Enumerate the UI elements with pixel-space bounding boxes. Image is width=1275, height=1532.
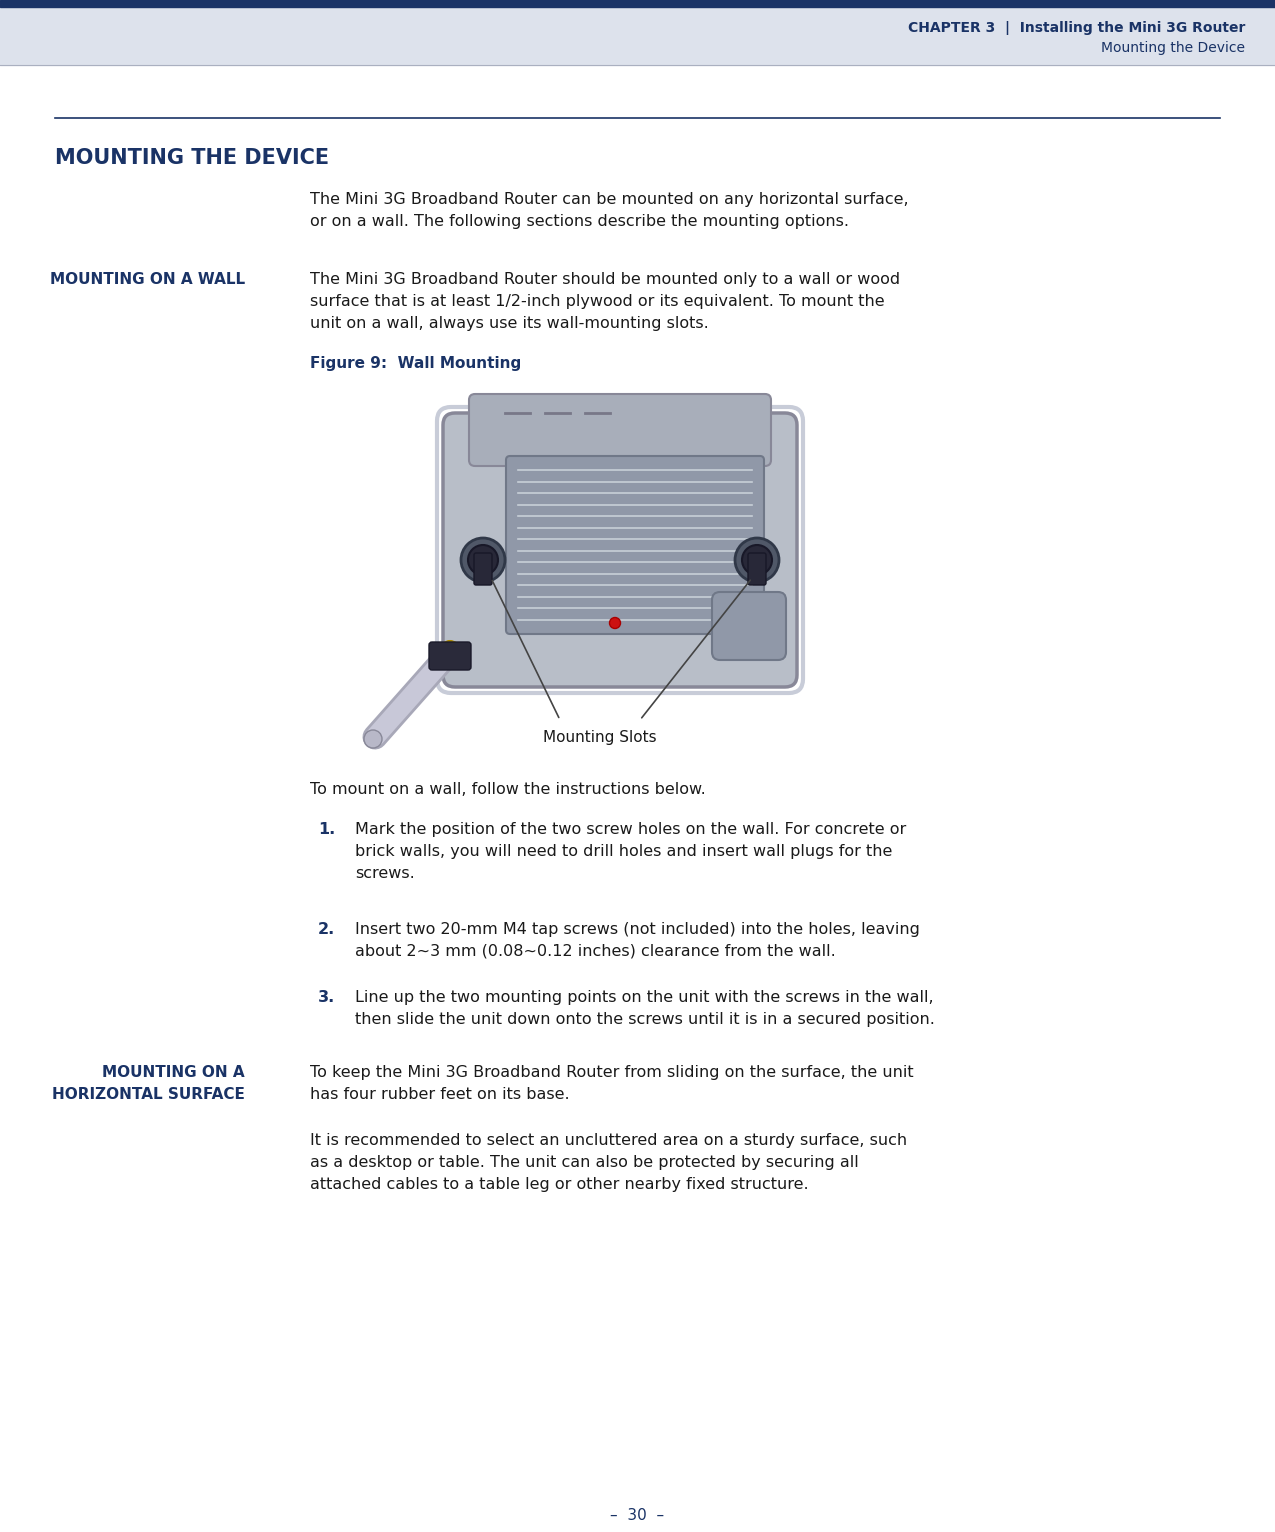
Text: unit on a wall, always use its wall-mounting slots.: unit on a wall, always use its wall-moun… — [310, 316, 709, 331]
Text: as a desktop or table. The unit can also be protected by securing all: as a desktop or table. The unit can also… — [310, 1155, 859, 1170]
Text: Mounting Slots: Mounting Slots — [543, 731, 657, 745]
FancyBboxPatch shape — [474, 553, 492, 585]
Text: MOUNTING ON A: MOUNTING ON A — [102, 1065, 245, 1080]
Text: 3.: 3. — [317, 990, 335, 1005]
Circle shape — [441, 640, 459, 659]
Text: Line up the two mounting points on the unit with the screws in the wall,: Line up the two mounting points on the u… — [354, 990, 933, 1005]
Text: HORIZONTAL SURFACE: HORIZONTAL SURFACE — [52, 1088, 245, 1102]
Text: It is recommended to select an uncluttered area on a sturdy surface, such: It is recommended to select an unclutter… — [310, 1134, 907, 1147]
Text: then slide the unit down onto the screws until it is in a secured position.: then slide the unit down onto the screws… — [354, 1013, 935, 1026]
Text: about 2~3 mm (0.08~0.12 inches) clearance from the wall.: about 2~3 mm (0.08~0.12 inches) clearanc… — [354, 944, 835, 959]
Text: Figure 9:  Wall Mounting: Figure 9: Wall Mounting — [310, 355, 521, 371]
Text: Mounting the Device: Mounting the Device — [1102, 41, 1244, 55]
Bar — [0, 8, 1275, 64]
Circle shape — [609, 617, 621, 628]
FancyBboxPatch shape — [748, 553, 766, 585]
FancyBboxPatch shape — [428, 642, 470, 669]
Text: has four rubber feet on its base.: has four rubber feet on its base. — [310, 1088, 570, 1102]
Text: Insert two 20-mm M4 tap screws (not included) into the holes, leaving: Insert two 20-mm M4 tap screws (not incl… — [354, 922, 919, 938]
Circle shape — [734, 538, 779, 582]
Text: Mark the position of the two screw holes on the wall. For concrete or: Mark the position of the two screw holes… — [354, 823, 907, 836]
Text: The Mini 3G Broadband Router can be mounted on any horizontal surface,: The Mini 3G Broadband Router can be moun… — [310, 192, 909, 207]
Text: To keep the Mini 3G Broadband Router from sliding on the surface, the unit: To keep the Mini 3G Broadband Router fro… — [310, 1065, 914, 1080]
Text: surface that is at least 1/2-inch plywood or its equivalent. To mount the: surface that is at least 1/2-inch plywoo… — [310, 294, 885, 309]
Text: MOUNTING ON A WALL: MOUNTING ON A WALL — [50, 273, 245, 286]
Text: 1.: 1. — [317, 823, 335, 836]
Text: CHAPTER 3  |  Installing the Mini 3G Router: CHAPTER 3 | Installing the Mini 3G Route… — [908, 21, 1244, 35]
Text: attached cables to a table leg or other nearby fixed structure.: attached cables to a table leg or other … — [310, 1177, 808, 1192]
Circle shape — [468, 545, 499, 574]
Text: or on a wall. The following sections describe the mounting options.: or on a wall. The following sections des… — [310, 214, 849, 228]
Text: The Mini 3G Broadband Router should be mounted only to a wall or wood: The Mini 3G Broadband Router should be m… — [310, 273, 900, 286]
FancyBboxPatch shape — [469, 394, 771, 466]
Circle shape — [742, 545, 771, 574]
Text: screws.: screws. — [354, 866, 414, 881]
Text: MOUNTING THE DEVICE: MOUNTING THE DEVICE — [55, 149, 329, 169]
Circle shape — [462, 538, 505, 582]
FancyBboxPatch shape — [506, 457, 764, 634]
Text: –  30  –: – 30 – — [609, 1507, 664, 1523]
FancyBboxPatch shape — [442, 414, 797, 686]
Circle shape — [363, 731, 382, 748]
Text: brick walls, you will need to drill holes and insert wall plugs for the: brick walls, you will need to drill hole… — [354, 844, 892, 859]
FancyBboxPatch shape — [711, 591, 785, 660]
Bar — [0, 0, 1275, 8]
Text: To mount on a wall, follow the instructions below.: To mount on a wall, follow the instructi… — [310, 781, 706, 797]
Text: 2.: 2. — [317, 922, 335, 938]
